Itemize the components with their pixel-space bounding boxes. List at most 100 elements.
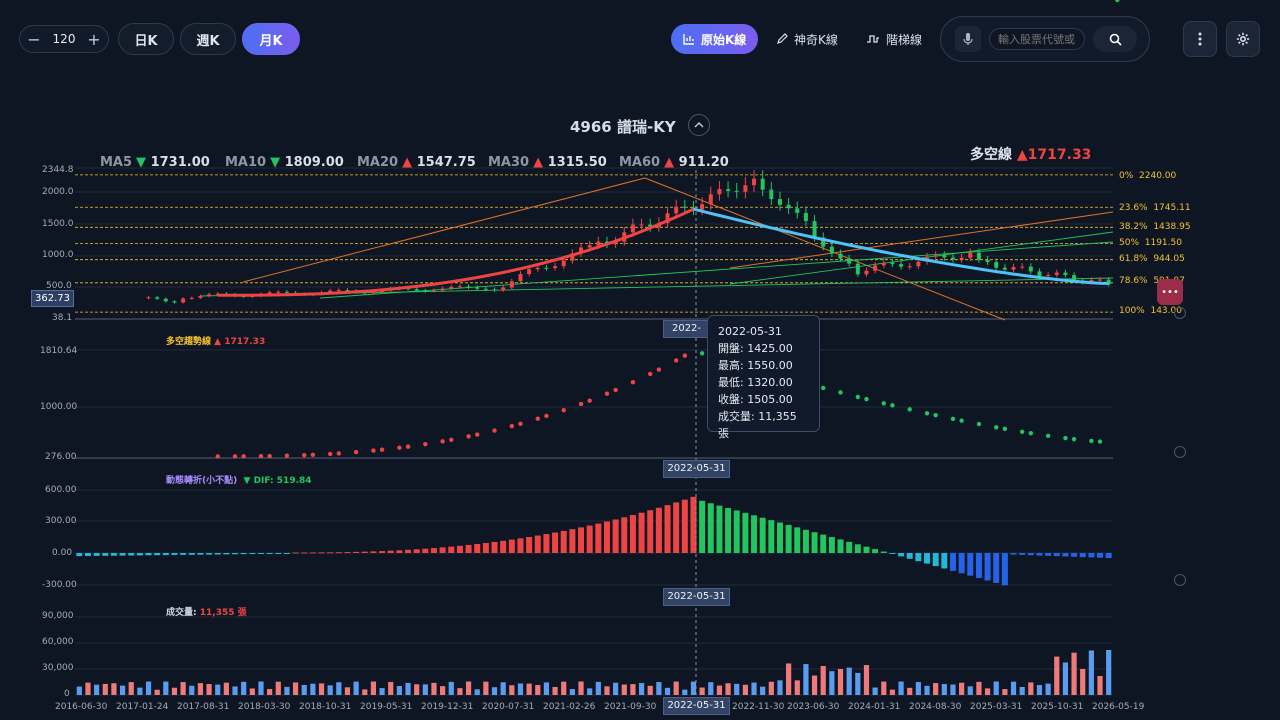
candle — [155, 295, 160, 300]
volume-bar — [716, 685, 723, 695]
macd-bar — [569, 529, 576, 553]
macd-bar — [1036, 553, 1043, 556]
macd-bar — [880, 551, 887, 553]
x-axis-date-label: 2024-08-30 — [909, 702, 962, 712]
x-axis-date-label: 2026-05-19 — [1092, 702, 1145, 712]
volume-axis-label: 60,000 — [42, 637, 74, 647]
macd-bar — [621, 517, 628, 553]
volume-bar — [604, 686, 610, 695]
drawn-trend-lines — [199, 177, 1114, 321]
candle-body — [431, 290, 436, 292]
volume-bar — [725, 683, 731, 695]
candle-body — [630, 224, 635, 233]
macd-bar — [638, 512, 645, 553]
candle-body — [795, 208, 800, 213]
candle — [189, 296, 194, 300]
volume-bar — [1088, 650, 1094, 695]
settings-button[interactable] — [1226, 21, 1260, 57]
trend-dot — [578, 401, 584, 407]
tab-monthly-k[interactable]: 月K — [242, 23, 300, 55]
volume-bar — [708, 682, 714, 695]
period-count-value[interactable]: 120 — [52, 32, 76, 46]
candle — [777, 191, 782, 211]
volume-bar — [587, 688, 593, 695]
trend-dot — [1089, 438, 1094, 444]
volume-bar — [1028, 682, 1034, 695]
candle-body — [336, 290, 341, 292]
volume-bar — [267, 688, 273, 695]
macd-bar — [949, 553, 956, 571]
candle-body — [587, 245, 592, 248]
macd-bar — [820, 534, 827, 553]
macd-panel-label: 動態轉折(小不點) ▼ DIF: 519.84 — [166, 476, 312, 486]
volume-bar — [682, 689, 688, 695]
macd-bar — [837, 539, 844, 553]
macd-bar — [249, 553, 256, 555]
candle-body — [155, 297, 160, 299]
volume-bar — [777, 680, 783, 695]
candle — [873, 262, 878, 274]
tooltip-low: 最低: 1320.00 — [718, 376, 793, 389]
candle-body — [492, 289, 497, 291]
candle — [146, 295, 151, 300]
macd-bar — [785, 524, 792, 553]
candle-body — [968, 252, 973, 258]
candle — [181, 297, 186, 304]
macd-bar — [993, 553, 1000, 583]
mode-magic-k-button[interactable]: 神奇K線 — [776, 24, 838, 54]
mode-raw-k-button[interactable]: 原始K線 — [671, 24, 759, 54]
macd-bar — [162, 553, 169, 556]
tab-daily-k[interactable]: 日K — [118, 23, 174, 55]
increment-button[interactable]: + — [87, 29, 101, 49]
volume-bar — [128, 682, 134, 695]
collapse-button[interactable] — [688, 114, 710, 136]
candle — [1054, 269, 1059, 278]
trend-dot — [353, 449, 359, 455]
macd-axis-label: -300.00 — [42, 580, 77, 590]
ma30-legend: MA30 ▲ 1315.50 — [488, 155, 607, 170]
macd-bar — [145, 553, 152, 556]
candle-body — [682, 206, 687, 208]
macd-bar — [171, 553, 178, 555]
more-menu-button[interactable] — [1183, 21, 1217, 57]
panel-handle[interactable] — [1174, 574, 1186, 586]
macd-bar — [128, 553, 135, 556]
stock-search-input[interactable] — [989, 28, 1085, 50]
candle-body — [708, 194, 713, 205]
candle — [544, 264, 549, 271]
candle-body — [786, 204, 791, 209]
trend-dot — [699, 351, 705, 356]
volume-bar — [664, 687, 671, 695]
candle — [691, 200, 696, 216]
volume-bar — [517, 683, 524, 695]
candle-body — [414, 289, 419, 291]
voice-search-button[interactable] — [955, 26, 981, 52]
candle — [639, 218, 644, 230]
candle-body — [933, 255, 938, 257]
tooltip-date: 2022-05-31 — [718, 325, 782, 338]
trend-dot — [1071, 436, 1077, 442]
trend-dot — [518, 421, 523, 426]
candle-body — [535, 267, 540, 270]
trend-dot — [423, 441, 428, 447]
ma5-legend: MA5 ▼ 1731.00 — [100, 155, 210, 170]
pencil-icon — [777, 33, 788, 44]
volume-bar — [258, 681, 264, 695]
drawing-tools-button[interactable]: ••• — [1157, 279, 1183, 305]
period-count-stepper[interactable]: − 120 + — [19, 25, 109, 53]
candle-body — [181, 298, 186, 303]
panel-handle[interactable] — [1174, 446, 1186, 458]
tab-weekly-k[interactable]: 週K — [180, 23, 236, 55]
trend-dot — [215, 454, 220, 459]
candle-body — [423, 290, 428, 292]
macd-bar — [508, 539, 515, 553]
trend-dot — [994, 425, 999, 430]
panel-handle[interactable] — [1174, 307, 1186, 319]
search-button[interactable] — [1093, 26, 1137, 52]
macd-bar — [309, 552, 316, 554]
decrement-button[interactable]: − — [27, 29, 41, 49]
mode-step-line-button[interactable]: 階梯線 — [866, 24, 922, 54]
volume-bar — [811, 675, 818, 695]
candle — [829, 242, 834, 257]
